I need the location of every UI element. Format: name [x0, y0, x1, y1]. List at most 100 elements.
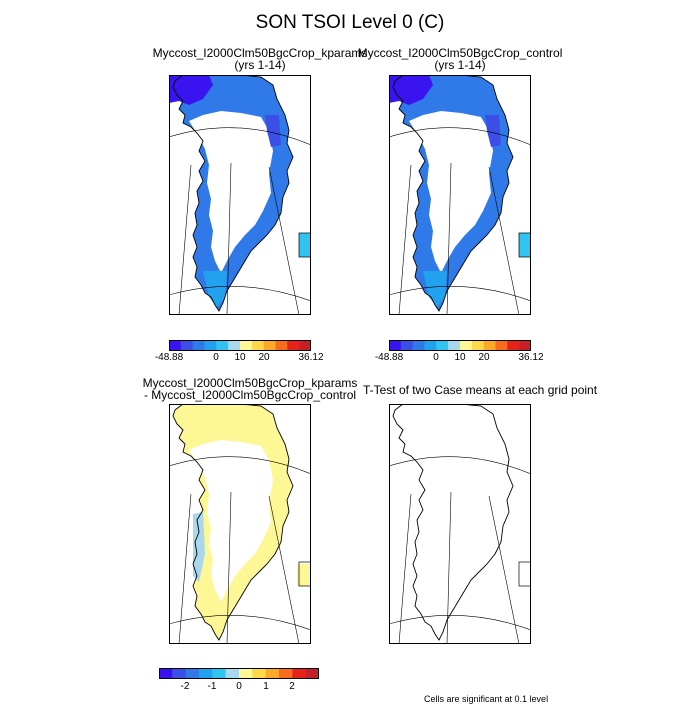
tick-label: 1	[263, 681, 269, 692]
graticule	[169, 127, 311, 315]
cold-cells-east	[265, 115, 281, 147]
longitude-line	[178, 493, 192, 644]
longitude-line	[268, 166, 300, 315]
ice-sheet-interior	[189, 111, 273, 273]
colorbar-frame	[159, 668, 319, 679]
tick-label: 20	[258, 352, 270, 363]
colorbar-swatch	[225, 668, 240, 679]
colorbar-swatch	[192, 340, 205, 351]
tick-label: -1	[207, 681, 217, 692]
map-frame	[169, 404, 311, 644]
negative-cells	[193, 512, 205, 582]
longitude-line	[178, 164, 192, 315]
graticule	[389, 127, 531, 315]
tick-label: 10	[234, 352, 246, 363]
colorbar-swatch	[483, 340, 496, 351]
colorbar-swatch	[212, 668, 226, 679]
cold-cells-east	[485, 115, 501, 147]
panel-title-diff: Myccost_I2000Clm50BgcCrop_kparams - Mycc…	[90, 377, 410, 401]
colorbar-swatch	[507, 340, 520, 351]
tick-label: 10	[454, 352, 466, 363]
significance-note: Cells are significant at 0.1 level	[424, 694, 549, 704]
colorbar-swatch	[169, 340, 182, 351]
colorbar-swatch	[287, 340, 300, 351]
tick-label: -48.88	[154, 352, 184, 363]
land-cells	[173, 75, 293, 311]
island-cells	[519, 233, 531, 257]
longitude-line	[446, 491, 452, 644]
colorbar-swatch	[185, 668, 200, 679]
tick-label: -48.88	[374, 352, 404, 363]
latitude-line	[169, 127, 311, 146]
island	[298, 561, 311, 587]
colorbar-swatch	[216, 340, 229, 351]
tick-label: 0	[236, 681, 242, 692]
colorbar-swatch	[389, 340, 402, 351]
ice-sheet-interior	[189, 440, 273, 602]
coastline	[172, 75, 294, 312]
tick-label: 36.12	[298, 352, 324, 363]
colorbar-swatch	[519, 340, 531, 351]
colorbar-swatch	[436, 340, 449, 351]
colorbar-frame	[169, 340, 311, 351]
colorbar-kparams-labels: -48.88 0 10 20 36.12	[155, 352, 324, 364]
colorbar-swatch	[292, 668, 306, 679]
tick-label: 36.12	[518, 352, 544, 363]
island-cells	[299, 233, 311, 257]
land-cells	[173, 404, 293, 640]
coastline	[172, 404, 294, 641]
panel-title-line1: Myccost_I2000Clm50BgcCrop_kparams	[142, 376, 358, 390]
map-control	[389, 75, 531, 315]
mild-cells-south	[203, 271, 227, 307]
colorbar-swatch	[412, 340, 425, 351]
panel-title-line2: - Myccost_I2000Clm50BgcCrop_control	[143, 388, 357, 402]
colorbar-swatch	[239, 668, 253, 679]
island	[298, 232, 311, 258]
graticule	[389, 456, 531, 644]
tick-label: 2	[289, 681, 295, 692]
graticule	[169, 456, 311, 644]
ice-sheet-interior	[409, 111, 493, 273]
colorbar-swatch	[240, 340, 253, 351]
panel-title-ttest: T-Test of two Case means at each grid po…	[330, 384, 630, 396]
latitude-line	[389, 127, 531, 146]
tick-label: 0	[213, 352, 219, 363]
latitude-line	[169, 286, 311, 302]
latitude-line	[389, 286, 531, 302]
colorbar-frame	[389, 340, 531, 351]
colorbar-swatch	[448, 340, 461, 351]
colorbar-swatch	[265, 668, 280, 679]
colorbar-diff-labels: -2 -1 0 1 2	[159, 681, 319, 693]
figure-title: SON TSOI Level 0 (C)	[255, 12, 445, 33]
colorbar-control-labels: -48.88 0 10 20 36.12	[375, 352, 544, 364]
panel-title-line2: (yrs 1-14)	[434, 58, 486, 72]
tick-label: 20	[478, 352, 490, 363]
island	[518, 561, 531, 587]
island-cells	[297, 564, 311, 586]
longitude-line	[488, 495, 520, 644]
map-frame	[169, 75, 311, 315]
map-ttest	[389, 404, 531, 644]
longitude-line	[268, 495, 300, 644]
colorbar-swatch	[305, 668, 319, 679]
colorbar-swatch	[159, 668, 173, 679]
colorbar-swatch	[199, 668, 213, 679]
coastline	[392, 404, 514, 641]
tick-label: 0	[433, 352, 439, 363]
latitude-line	[169, 456, 311, 475]
colorbar-swatch	[460, 340, 473, 351]
colorbar-swatch	[252, 668, 266, 679]
colorbar-swatch	[172, 668, 186, 679]
panel-title-line1: Myccost_I2000Clm50BgcCrop_control	[357, 46, 563, 60]
map-kparams	[169, 75, 311, 315]
colorbar-swatch	[424, 340, 437, 351]
colorbar-swatch	[400, 340, 413, 351]
colorbar-swatch	[251, 340, 264, 351]
coastline	[392, 75, 514, 312]
colorbar-swatch	[180, 340, 193, 351]
colorbar-swatch	[495, 340, 508, 351]
map-frame	[389, 404, 531, 644]
mild-cells-south	[423, 271, 447, 307]
colorbar-swatch	[279, 668, 293, 679]
map-frame	[389, 75, 531, 315]
